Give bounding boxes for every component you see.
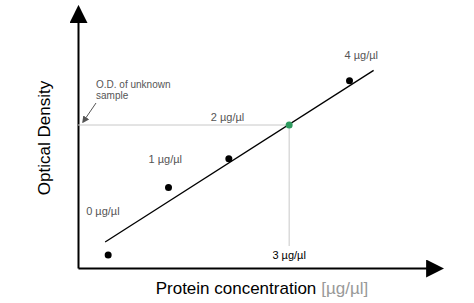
x-axis-title-text: Protein concentration xyxy=(156,279,317,298)
plot-marks xyxy=(78,70,374,258)
chart: 0 µg/µl 1 µg/µl 2 µg/µl 4 µg/µl 3 µg/µl O.D. … xyxy=(0,0,474,303)
guide-line xyxy=(78,125,289,126)
x-axis-title: Protein concentration[µg/µl] xyxy=(156,279,369,298)
point-label: 2 µg/µl xyxy=(211,111,244,123)
guide-line xyxy=(289,125,290,246)
unknown-point xyxy=(286,122,293,129)
annotation-arrow xyxy=(83,103,96,122)
point-label: 0 µg/µl xyxy=(86,205,119,217)
y-axis-title: Optical Density xyxy=(35,80,54,195)
circle-point xyxy=(165,184,172,191)
point-label: 1 µg/µl xyxy=(149,153,182,165)
unknown-label: 3 µg/µl xyxy=(272,249,305,261)
annotation: sample xyxy=(96,90,129,101)
axis-line xyxy=(79,268,441,270)
x-axis xyxy=(79,268,441,269)
fit-line xyxy=(105,70,373,242)
labels: 0 µg/µl 1 µg/µl 2 µg/µl 4 µg/µl 3 µg/µl O.D. … xyxy=(35,49,378,298)
y-axis xyxy=(78,9,79,269)
point-label: 4 µg/µl xyxy=(345,49,378,61)
circle-point xyxy=(346,77,353,84)
circle-point xyxy=(105,252,112,259)
x-axis-title-unit: [µg/µl] xyxy=(321,279,368,298)
axis-line xyxy=(78,9,80,269)
annotation: O.D. of unknown xyxy=(96,79,170,90)
